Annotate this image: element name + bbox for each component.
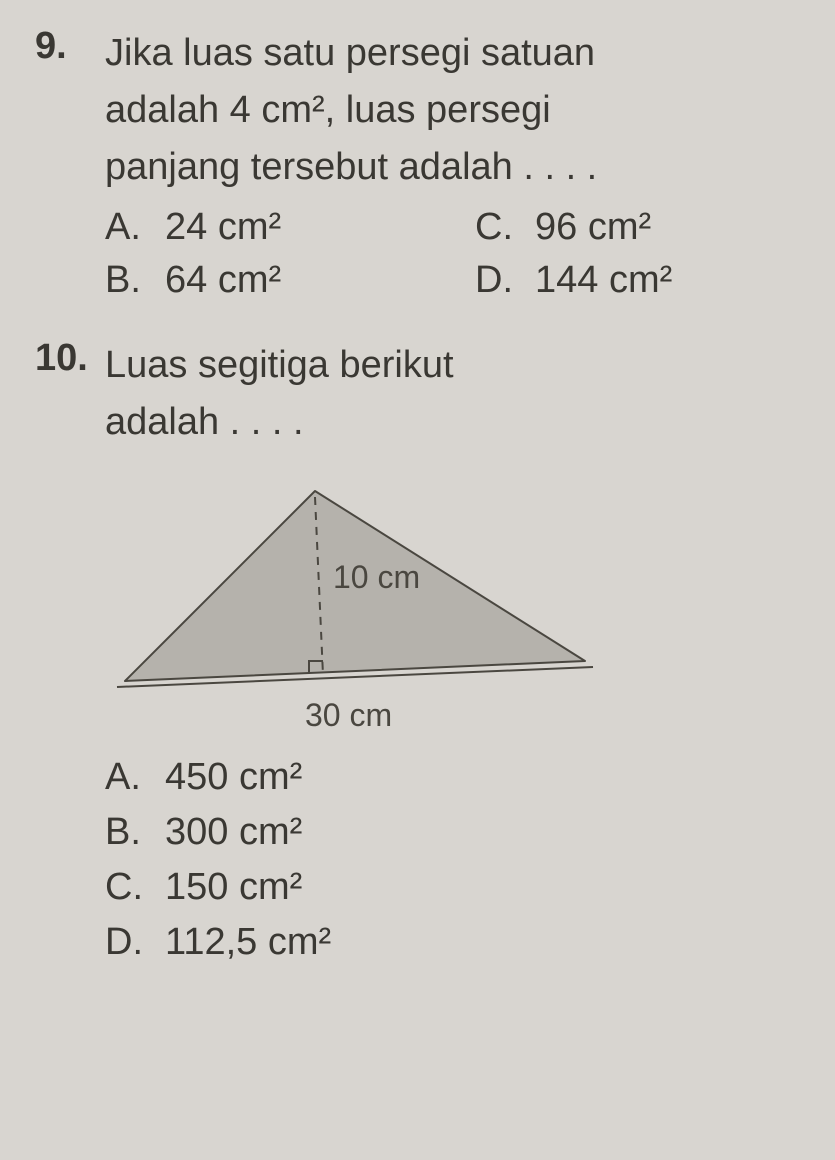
question-9-text: Jika luas satu persegi satuan adalah 4 c…: [105, 25, 800, 196]
q10-options: A. 450 cm² B. 300 cm² C. 150 cm² D. 112,…: [105, 756, 800, 964]
q9-option-d-value: 144 cm²: [535, 259, 672, 302]
question-10-header: 10. Luas segitiga berikut adalah . . . .: [35, 337, 800, 451]
q10-option-a-label: A.: [105, 756, 165, 799]
triangle-diagram: 10 cm 30 cm: [105, 471, 800, 736]
q10-option-d: D. 112,5 cm²: [105, 921, 800, 964]
q10-option-b: B. 300 cm²: [105, 811, 800, 854]
question-10: 10. Luas segitiga berikut adalah . . . .…: [35, 337, 800, 964]
q9-options-row2: B. 64 cm² D. 144 cm²: [105, 259, 800, 302]
q10-option-a-value: 450 cm²: [165, 756, 800, 799]
q10-option-c-label: C.: [105, 866, 165, 909]
q9-line2: adalah 4 cm², luas persegi: [105, 82, 800, 139]
q9-option-b-value: 64 cm²: [165, 259, 475, 302]
question-10-text: Luas segitiga berikut adalah . . . .: [105, 337, 800, 451]
q9-option-a-value: 24 cm²: [165, 206, 475, 249]
q9-option-c: C. 96 cm²: [475, 206, 651, 249]
question-9-header: 9. Jika luas satu persegi satuan adalah …: [35, 25, 800, 196]
q9-line3: panjang tersebut adalah . . . .: [105, 139, 800, 196]
q9-option-a: A. 24 cm²: [105, 206, 475, 249]
q10-option-c-value: 150 cm²: [165, 866, 800, 909]
q9-options-row1: A. 24 cm² C. 96 cm²: [105, 206, 800, 249]
svg-text:10 cm: 10 cm: [333, 559, 420, 595]
q9-option-d-label: D.: [475, 259, 535, 302]
q10-option-d-label: D.: [105, 921, 165, 964]
q9-option-c-value: 96 cm²: [535, 206, 651, 249]
q10-option-b-label: B.: [105, 811, 165, 854]
q9-option-c-label: C.: [475, 206, 535, 249]
q10-option-c: C. 150 cm²: [105, 866, 800, 909]
q10-option-d-value: 112,5 cm²: [165, 921, 800, 964]
svg-text:30 cm: 30 cm: [305, 697, 392, 731]
triangle-svg: 10 cm 30 cm: [105, 471, 625, 731]
q10-line2: adalah . . . .: [105, 394, 800, 451]
q9-line1: Jika luas satu persegi satuan: [105, 25, 800, 82]
q10-line1: Luas segitiga berikut: [105, 337, 800, 394]
q9-option-a-label: A.: [105, 206, 165, 249]
question-9: 9. Jika luas satu persegi satuan adalah …: [35, 25, 800, 302]
q9-option-b-label: B.: [105, 259, 165, 302]
q9-option-d: D. 144 cm²: [475, 259, 672, 302]
question-10-number: 10.: [35, 337, 105, 380]
question-9-number: 9.: [35, 25, 105, 68]
q10-option-a: A. 450 cm²: [105, 756, 800, 799]
q9-option-b: B. 64 cm²: [105, 259, 475, 302]
q10-option-b-value: 300 cm²: [165, 811, 800, 854]
